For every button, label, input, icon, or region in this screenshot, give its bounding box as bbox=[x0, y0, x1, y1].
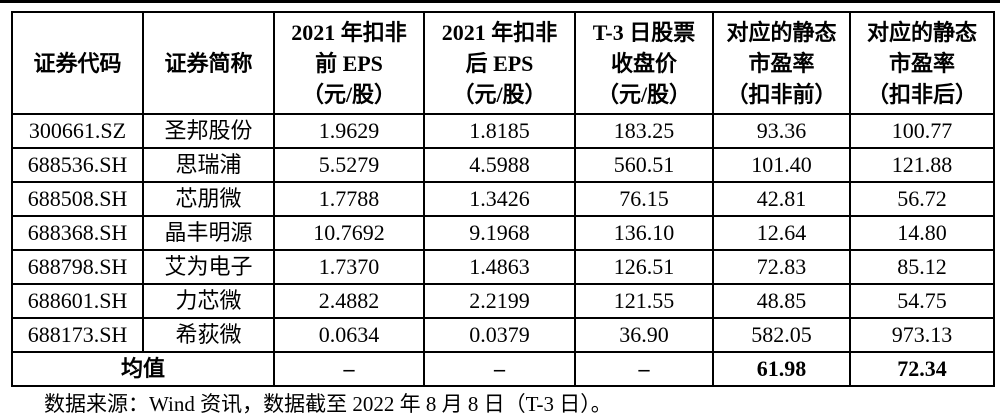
cell-close-price: 183.25 bbox=[574, 113, 714, 149]
cell-name: 力芯微 bbox=[142, 283, 275, 319]
cell-code: 688508.SH bbox=[11, 181, 144, 217]
average-pe-pre: 61.98 bbox=[712, 351, 851, 387]
cell-pe-post: 54.75 bbox=[849, 283, 995, 319]
cell-close-price: 126.51 bbox=[574, 249, 714, 285]
cell-eps-pre: 10.7692 bbox=[273, 215, 425, 251]
cell-code: 688601.SH bbox=[11, 283, 144, 319]
average-row: 均值 – – – 61.98 72.34 bbox=[11, 351, 995, 387]
table-row: 300661.SZ 圣邦股份 1.9629 1.8185 183.25 93.3… bbox=[11, 113, 995, 149]
header-name: 证券简称 bbox=[142, 11, 275, 115]
average-label: 均值 bbox=[11, 351, 275, 387]
header-close-price: T-3 日股票 收盘价 （元/股） bbox=[574, 11, 714, 115]
header-pe-post: 对应的静态 市盈率 （扣非后） bbox=[849, 11, 995, 115]
average-eps-post: – bbox=[423, 351, 576, 387]
cell-eps-pre: 1.7788 bbox=[273, 181, 425, 217]
cell-pe-pre: 101.40 bbox=[712, 147, 851, 183]
cell-pe-post: 56.72 bbox=[849, 181, 995, 217]
cell-pe-post: 100.77 bbox=[849, 113, 995, 149]
cell-name: 芯朋微 bbox=[142, 181, 275, 217]
cell-pe-post: 973.13 bbox=[849, 317, 995, 353]
cell-close-price: 121.55 bbox=[574, 283, 714, 319]
table-row: 688508.SH 芯朋微 1.7788 1.3426 76.15 42.81 … bbox=[11, 181, 995, 217]
cell-eps-post: 2.2199 bbox=[423, 283, 576, 319]
cell-eps-post: 0.0379 bbox=[423, 317, 576, 353]
header-row: 证券代码 证券简称 2021 年扣非 前 EPS （元/股） 2021 年扣非 … bbox=[11, 11, 995, 115]
cell-code: 688173.SH bbox=[11, 317, 144, 353]
average-close-price: – bbox=[574, 351, 714, 387]
cell-eps-pre: 1.7370 bbox=[273, 249, 425, 285]
cell-code: 688368.SH bbox=[11, 215, 144, 251]
cell-name: 圣邦股份 bbox=[142, 113, 275, 149]
pe-comparison-table: 证券代码 证券简称 2021 年扣非 前 EPS （元/股） 2021 年扣非 … bbox=[11, 11, 995, 387]
cell-eps-post: 1.8185 bbox=[423, 113, 576, 149]
top-divider bbox=[0, 0, 1000, 3]
header-eps-pre: 2021 年扣非 前 EPS （元/股） bbox=[273, 11, 425, 115]
cell-name: 希荻微 bbox=[142, 317, 275, 353]
table-row: 688601.SH 力芯微 2.4882 2.2199 121.55 48.85… bbox=[11, 283, 995, 319]
cell-pe-post: 85.12 bbox=[849, 249, 995, 285]
header-pe-pre: 对应的静态 市盈率 （扣非前） bbox=[712, 11, 851, 115]
header-code: 证券代码 bbox=[11, 11, 144, 115]
cell-name: 思瑞浦 bbox=[142, 147, 275, 183]
table-row: 688536.SH 思瑞浦 5.5279 4.5988 560.51 101.4… bbox=[11, 147, 995, 183]
table-row: 688173.SH 希荻微 0.0634 0.0379 36.90 582.05… bbox=[11, 317, 995, 353]
cell-name: 晶丰明源 bbox=[142, 215, 275, 251]
cell-close-price: 76.15 bbox=[574, 181, 714, 217]
cell-pe-pre: 42.81 bbox=[712, 181, 851, 217]
cell-name: 艾为电子 bbox=[142, 249, 275, 285]
cell-pe-pre: 72.83 bbox=[712, 249, 851, 285]
cell-pe-post: 14.80 bbox=[849, 215, 995, 251]
cell-close-price: 560.51 bbox=[574, 147, 714, 183]
header-eps-post: 2021 年扣非 后 EPS （元/股） bbox=[423, 11, 576, 115]
cell-eps-pre: 0.0634 bbox=[273, 317, 425, 353]
cell-eps-pre: 1.9629 bbox=[273, 113, 425, 149]
cell-code: 300661.SZ bbox=[11, 113, 144, 149]
average-pe-post: 72.34 bbox=[849, 351, 995, 387]
cell-eps-post: 1.3426 bbox=[423, 181, 576, 217]
table-row: 688368.SH 晶丰明源 10.7692 9.1968 136.10 12.… bbox=[11, 215, 995, 251]
cell-pe-post: 121.88 bbox=[849, 147, 995, 183]
cell-pe-pre: 582.05 bbox=[712, 317, 851, 353]
average-eps-pre: – bbox=[273, 351, 425, 387]
cell-code: 688798.SH bbox=[11, 249, 144, 285]
cell-pe-pre: 48.85 bbox=[712, 283, 851, 319]
cell-eps-post: 1.4863 bbox=[423, 249, 576, 285]
cell-eps-pre: 5.5279 bbox=[273, 147, 425, 183]
cell-pe-pre: 12.64 bbox=[712, 215, 851, 251]
data-source-note: 数据来源：Wind 资讯，数据截至 2022 年 8 月 8 日（T-3 日）。 bbox=[44, 392, 612, 416]
cell-eps-pre: 2.4882 bbox=[273, 283, 425, 319]
cell-eps-post: 4.5988 bbox=[423, 147, 576, 183]
table-row: 688798.SH 艾为电子 1.7370 1.4863 126.51 72.8… bbox=[11, 249, 995, 285]
cell-close-price: 136.10 bbox=[574, 215, 714, 251]
cell-close-price: 36.90 bbox=[574, 317, 714, 353]
cell-pe-pre: 93.36 bbox=[712, 113, 851, 149]
cell-eps-post: 9.1968 bbox=[423, 215, 576, 251]
cell-code: 688536.SH bbox=[11, 147, 144, 183]
